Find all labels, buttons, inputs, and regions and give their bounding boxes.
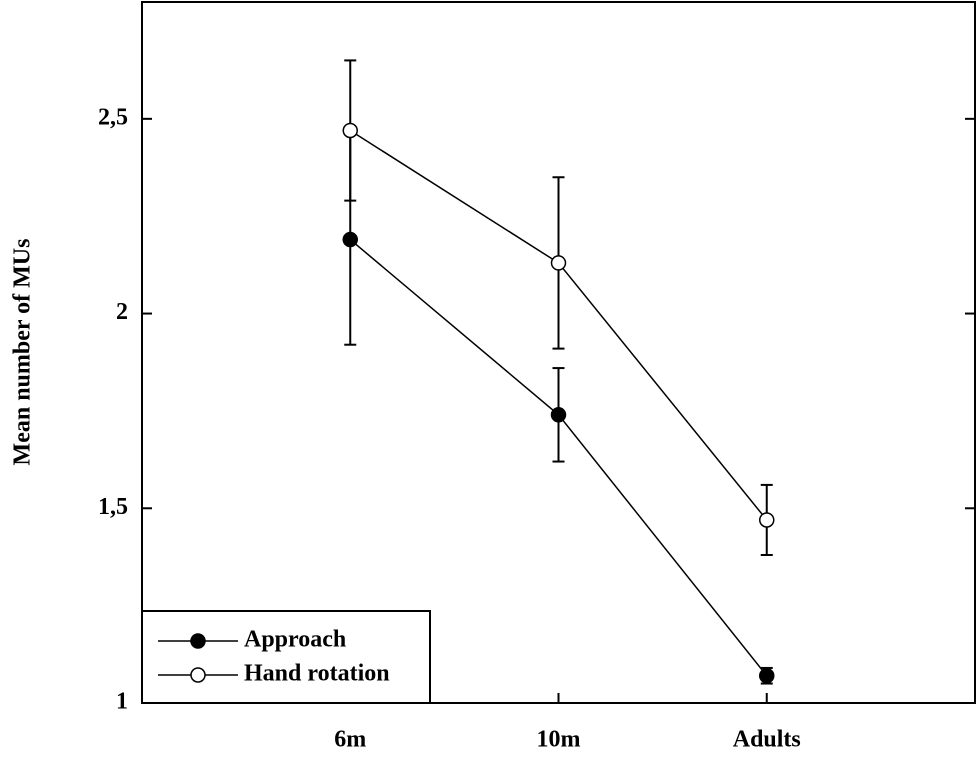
data-point — [342, 231, 358, 248]
y-tick-label: 1,5 — [98, 494, 128, 520]
y-axis-label: Mean number of MUs — [10, 239, 36, 466]
legend-marker — [190, 633, 206, 649]
y-tick-label: 2 — [116, 299, 128, 325]
x-tick-label: 6m — [334, 727, 366, 753]
data-point — [342, 122, 358, 139]
plot-frame — [141, 1, 976, 704]
legend-marker — [190, 667, 206, 683]
y-tick-label: 2,5 — [98, 104, 128, 130]
y-tick-label: 1 — [116, 689, 128, 715]
legend-label: Hand rotation — [244, 661, 390, 687]
data-point — [759, 667, 775, 684]
data-point — [550, 255, 567, 271]
x-tick-label: 10m — [537, 727, 581, 753]
legend-box — [141, 610, 431, 704]
x-tick-label: Adults — [733, 727, 801, 753]
data-point — [550, 407, 567, 423]
legend-label: Approach — [244, 627, 346, 653]
data-point — [759, 512, 775, 528]
